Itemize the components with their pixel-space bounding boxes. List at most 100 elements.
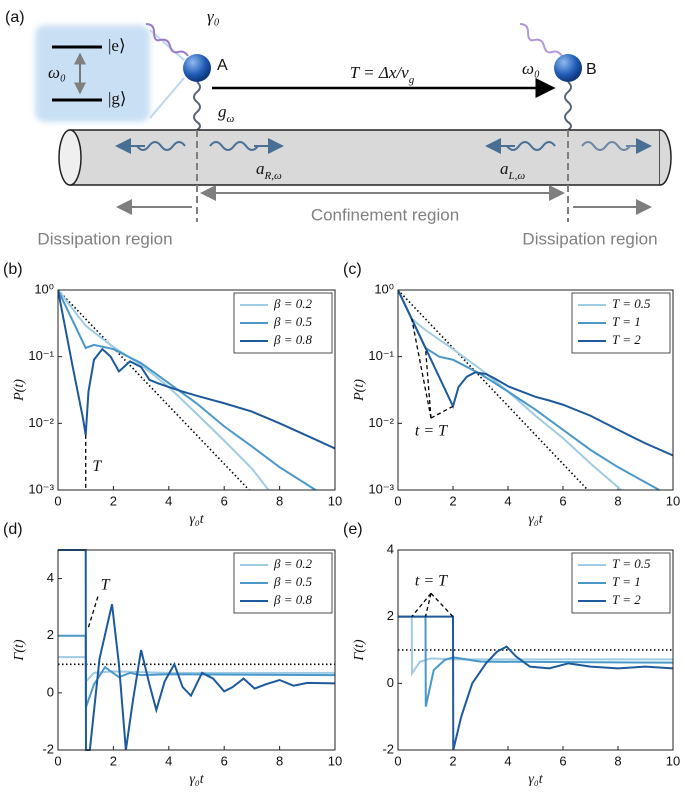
y-tick-label: 10⁻³	[28, 481, 54, 496]
y-tick-label: 0	[47, 684, 54, 699]
series-line	[58, 289, 317, 491]
x-tick-label: 10	[666, 493, 680, 508]
legend-label: β = 0.5	[273, 574, 312, 589]
emission-wave	[519, 23, 563, 57]
x-tick-label: 4	[165, 493, 172, 508]
x-tick-label: 8	[614, 493, 621, 508]
x-tick-label: 10	[666, 753, 680, 768]
plot-frame	[397, 549, 674, 751]
panel: (b) 0 2 4 6 8 10 10⁻³ 10⁻² 10⁻¹ 10⁰ γ₀t P(t) Tβ = 0.2…	[3, 261, 342, 527]
legend-label: T = 1	[612, 314, 641, 329]
panel-label: (c)	[343, 261, 362, 278]
y-axis-label: Γ(t)	[12, 639, 27, 662]
region-label: Confinement region	[311, 205, 459, 224]
atom-label: A	[217, 57, 228, 74]
annotation: T	[101, 576, 111, 593]
legend-label: β = 0.8	[273, 592, 312, 607]
panel-label: (a)	[5, 9, 25, 26]
x-tick-label: 6	[221, 753, 228, 768]
waveguide	[69, 129, 661, 186]
annotation-line	[424, 593, 432, 617]
x-tick-label: 8	[614, 753, 621, 768]
series-line	[58, 549, 335, 751]
series-line	[398, 289, 660, 491]
annotation: t = T	[415, 572, 448, 589]
legend-label: β = 0.2	[273, 296, 312, 311]
panel: (c) 0 2 4 6 8 10 10⁻³ 10⁻² 10⁻¹ 10⁰ γ₀t P(t) t = T T =…	[343, 261, 680, 527]
annotation: T	[92, 458, 102, 475]
level-label: |g⟩	[108, 89, 127, 108]
y-tick-label: 4	[387, 541, 394, 556]
legend-label: T = 1	[612, 574, 641, 589]
plot-frame	[397, 289, 674, 491]
legend-label: T = 2	[612, 592, 641, 607]
diagram: (a) |e⟩ |g⟩ ω₀ γ₀ A B ω₀ T = Δx/vg gω aR	[5, 7, 672, 248]
panel-label: (d)	[3, 521, 23, 538]
x-tick-label: 2	[449, 753, 456, 768]
x-tick-label: 0	[54, 493, 61, 508]
mode-label: aL,ω	[500, 159, 525, 182]
mode-label: aR,ω	[256, 159, 282, 182]
annotation-line	[430, 405, 454, 419]
mode-wave	[209, 141, 259, 151]
coupling-label: gω	[218, 102, 235, 125]
x-axis-label: γ₀t	[528, 772, 543, 787]
omega-label: ω₀	[48, 63, 66, 82]
x-tick-label: 4	[504, 493, 511, 508]
y-axis-label: P(t)	[352, 379, 367, 402]
x-tick-label: 0	[394, 493, 401, 508]
y-tick-label: 10⁻¹	[28, 348, 54, 363]
x-tick-label: 8	[276, 493, 283, 508]
y-tick-label: 2	[387, 608, 394, 623]
y-tick-label: -2	[42, 741, 54, 756]
mode-wave	[136, 141, 186, 151]
waveguide-end	[58, 129, 82, 186]
x-tick-label: 0	[394, 753, 401, 768]
x-tick-label: 10	[328, 753, 342, 768]
region-label: Dissipation region	[522, 229, 657, 248]
legend-label: β = 0.8	[273, 332, 312, 347]
x-tick-label: 6	[559, 753, 566, 768]
series-line	[58, 289, 270, 491]
series-line	[58, 289, 335, 450]
mode-wave	[581, 141, 631, 151]
atom	[554, 54, 582, 82]
x-tick-label: 10	[328, 493, 342, 508]
y-axis-label: Γ(t)	[352, 639, 367, 662]
x-tick-label: 2	[110, 753, 117, 768]
zoom-line	[149, 77, 185, 119]
x-tick-label: 2	[110, 493, 117, 508]
atom-label: B	[586, 61, 597, 78]
x-tick-label: 6	[559, 493, 566, 508]
y-tick-label: 10⁻³	[368, 481, 394, 496]
x-tick-label: 2	[449, 493, 456, 508]
x-tick-label: 4	[504, 753, 511, 768]
x-tick-label: 8	[276, 753, 283, 768]
x-axis-label: γ₀t	[528, 512, 543, 527]
plot-frame	[57, 549, 336, 751]
coupling-wave	[564, 81, 572, 131]
coupling-wave	[193, 81, 201, 131]
level-box	[35, 25, 150, 122]
y-tick-label: 0	[387, 675, 394, 690]
series-line	[398, 615, 673, 707]
series-line	[398, 289, 673, 457]
y-tick-label: 10⁻²	[368, 415, 394, 430]
x-tick-label: 6	[221, 493, 228, 508]
legend-label: β = 0.2	[273, 556, 312, 571]
omega-label: ω₀	[522, 59, 540, 78]
annotation-line	[411, 318, 432, 419]
legend-label: β = 0.5	[273, 314, 312, 329]
zoom-line	[149, 29, 185, 61]
level-label: |e⟩	[108, 36, 126, 55]
legend-label: T = 2	[612, 332, 641, 347]
y-tick-label: -2	[382, 741, 394, 756]
region-label: Dissipation region	[37, 229, 172, 248]
annotation-line	[430, 592, 454, 618]
y-tick-label: 10⁻²	[28, 415, 54, 430]
y-tick-label: 10⁻¹	[368, 348, 394, 363]
y-tick-label: 4	[47, 570, 54, 585]
y-axis-label: P(t)	[12, 379, 27, 402]
